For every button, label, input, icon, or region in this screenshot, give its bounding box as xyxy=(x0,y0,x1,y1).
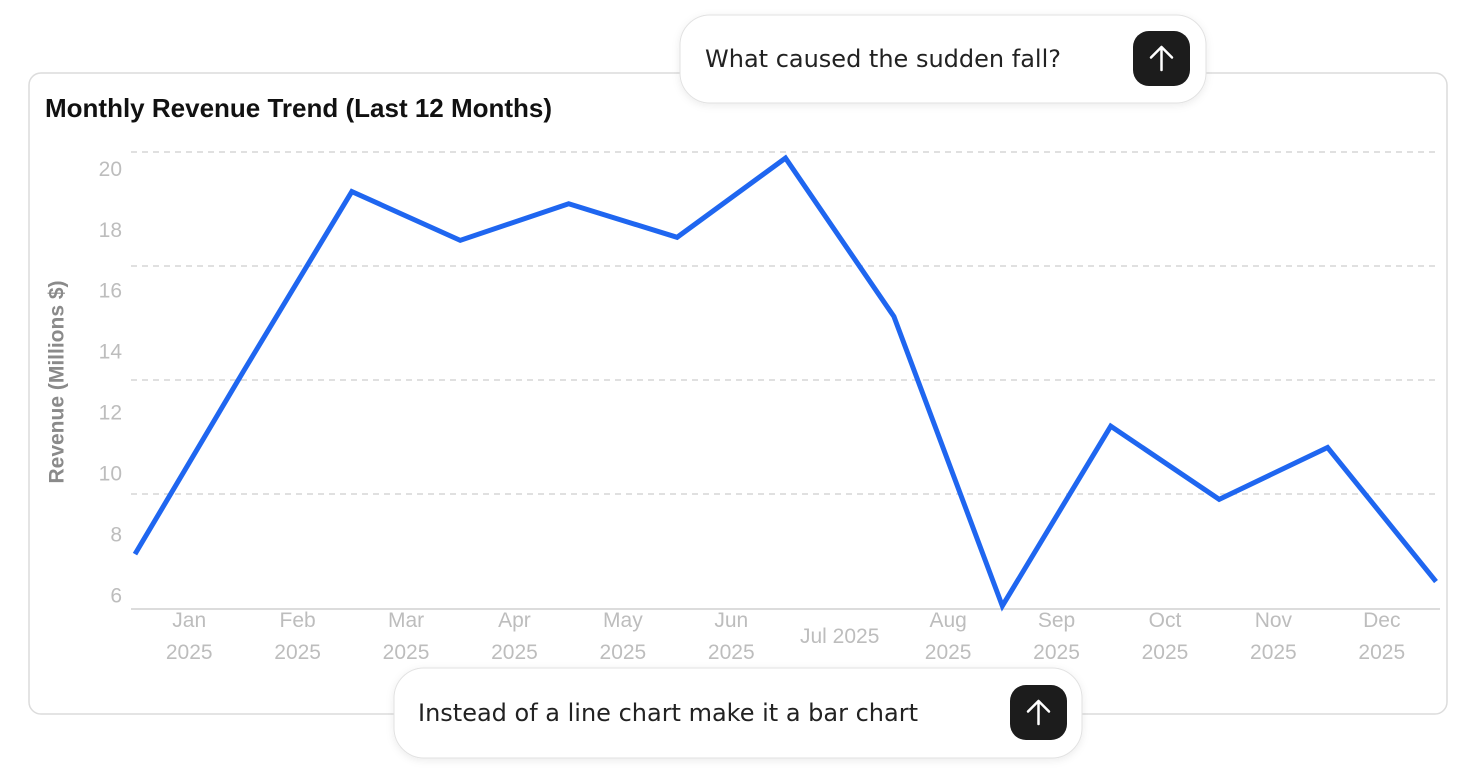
x-tick-label: Jun 2025 xyxy=(708,609,755,664)
y-tick-label: 8 xyxy=(110,523,122,546)
plot: 6 8 10 12 14 16 18 20 Jan 2025 Feb 2025 Mar 2025 Apr 20… xyxy=(99,154,1438,664)
prompt-text: What caused the sudden fall? xyxy=(705,45,1061,73)
send-button[interactable] xyxy=(1010,685,1067,740)
x-tick-label: Apr 2025 xyxy=(491,609,538,664)
prompt-bubble xyxy=(679,14,1207,104)
grid xyxy=(131,151,1440,495)
x-tick-label: Nov 2025 xyxy=(1250,609,1297,664)
chart-title: Monthly Revenue Trend (Last 12 Months) xyxy=(45,93,552,123)
x-tick-label: Feb 2025 xyxy=(274,609,321,664)
y-tick-label: 18 xyxy=(99,219,122,242)
data-line xyxy=(132,154,1438,612)
send-button[interactable] xyxy=(1133,31,1190,86)
x-tick-label: May 2025 xyxy=(600,609,647,664)
y-tick-label: 14 xyxy=(99,341,123,364)
y-tick-label: 10 xyxy=(99,462,122,485)
x-tick-label: Aug 2025 xyxy=(925,609,972,664)
prompt-bubble xyxy=(393,667,1083,759)
x-tick-label: Sep 2025 xyxy=(1033,609,1080,664)
y-tick-label: 6 xyxy=(110,584,122,607)
x-tick-label: Oct 2025 xyxy=(1142,609,1189,664)
prompt-text: Instead of a line chart make it a bar ch… xyxy=(418,699,918,727)
y-axis-label: Revenue (Millions $) xyxy=(46,280,69,483)
y-tick-label: 16 xyxy=(99,280,122,303)
y-tick-label: 20 xyxy=(99,158,122,181)
x-tick-label: Dec 2025 xyxy=(1358,609,1405,664)
y-tick-label: 12 xyxy=(99,402,122,425)
x-tick-label: Jan 2025 xyxy=(166,609,213,664)
x-tick-label: Jul 2025 xyxy=(800,625,879,648)
x-tick-label: Mar 2025 xyxy=(383,609,430,664)
